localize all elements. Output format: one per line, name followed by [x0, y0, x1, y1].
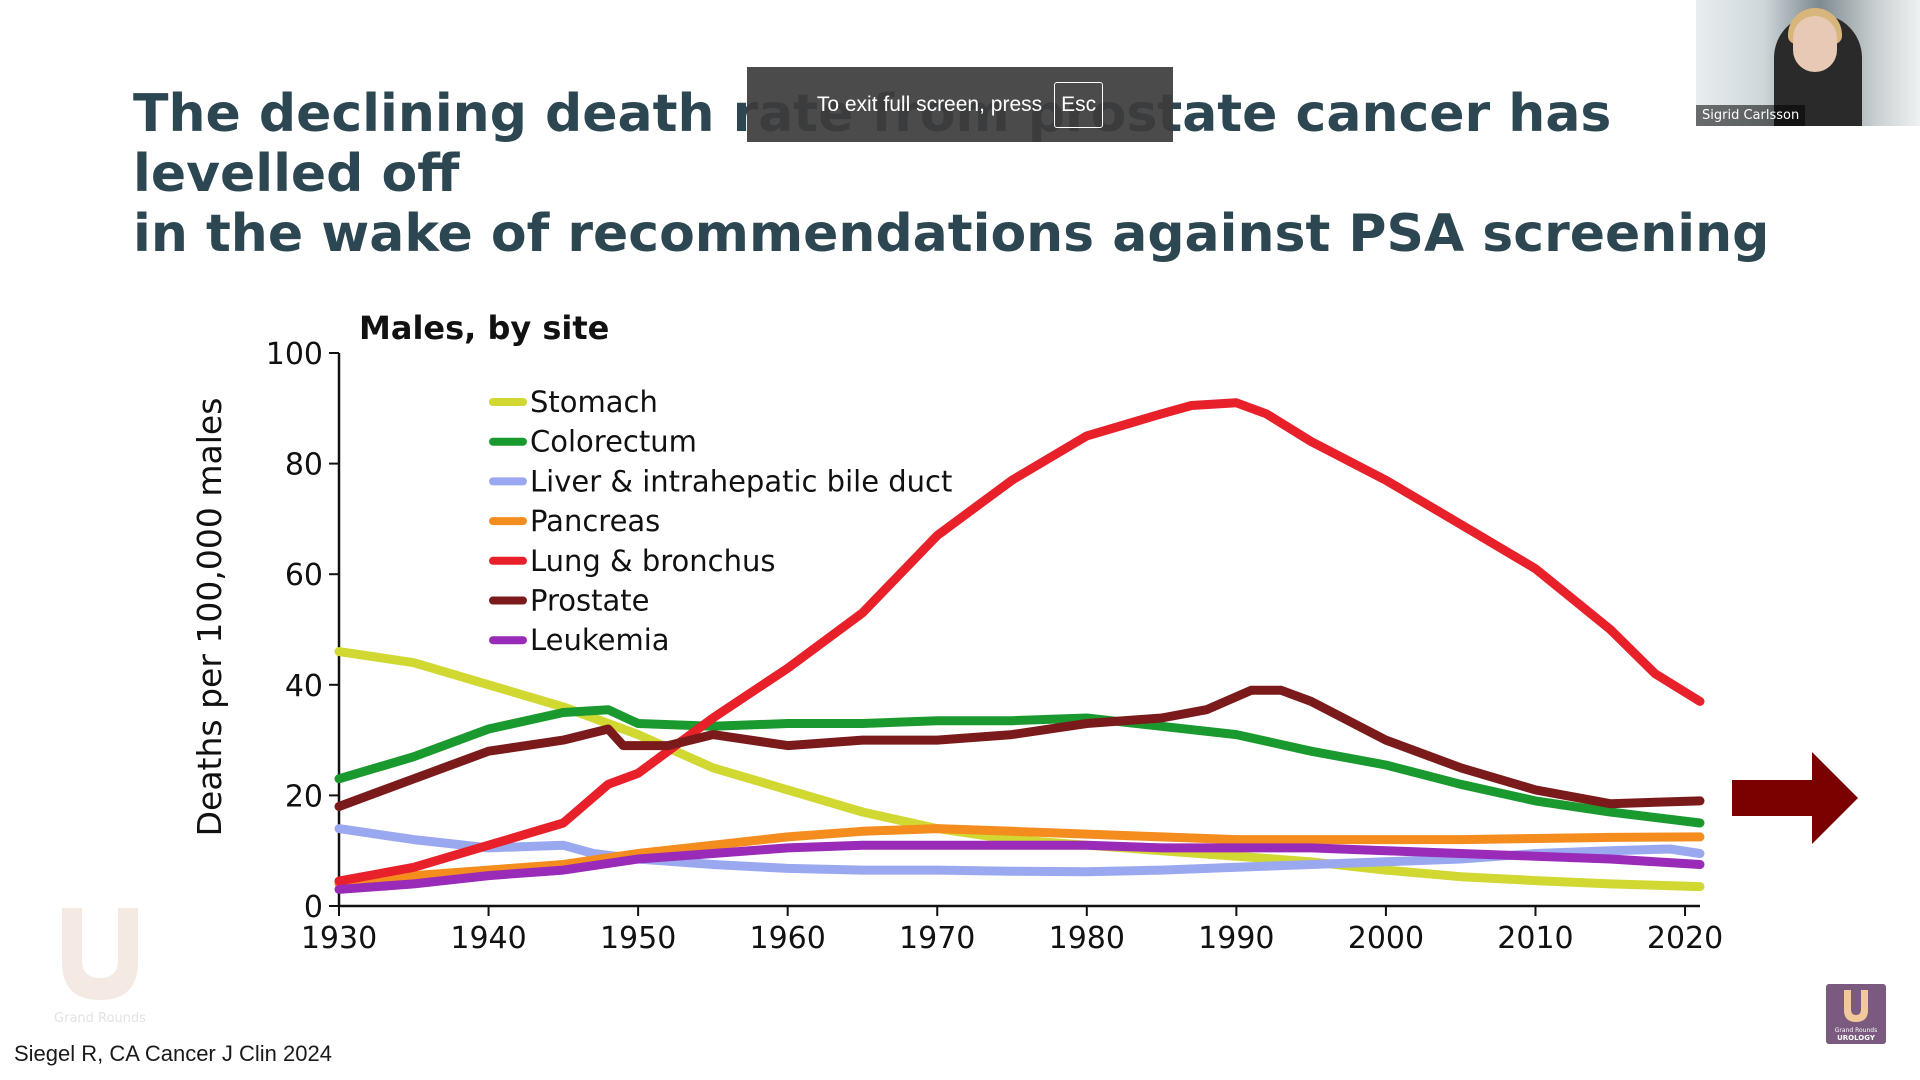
- citation: Siegel R, CA Cancer J Clin 2024: [14, 1041, 332, 1066]
- y-tick-label: 20: [285, 779, 323, 814]
- series-line-prostate: [334, 685, 1705, 811]
- x-tick-label: 2020: [1647, 921, 1723, 956]
- fullscreen-exit-toast: To exit full screen, press Esc: [747, 67, 1173, 142]
- x-tick-label: 1960: [750, 921, 826, 956]
- logo-text: Grand Rounds: [54, 1011, 146, 1026]
- legend-label: Pancreas: [530, 504, 660, 538]
- chart-title: Males, by site: [359, 309, 609, 347]
- x-tick-label: 2000: [1348, 921, 1424, 956]
- series-line-colorectum: [334, 705, 1705, 828]
- slide-title-line2: in the wake of recommendations against P…: [133, 204, 1770, 264]
- chart-y-axis-label: Deaths per 100,000 males: [190, 398, 229, 837]
- chart-lines: [334, 398, 1705, 894]
- x-tick-label: 1930: [301, 921, 377, 956]
- logo-badge-line1: Grand Rounds: [1835, 1027, 1877, 1034]
- logo-icon: Grand Rounds UROLOGY: [1835, 990, 1877, 1042]
- series-line-pancreas: [334, 824, 1705, 889]
- grand-rounds-logo-badge: Grand Rounds UROLOGY: [1826, 984, 1886, 1044]
- x-tick-label: 1940: [450, 921, 526, 956]
- legend-label: Stomach: [530, 385, 658, 419]
- x-tick-label: 1950: [600, 921, 676, 956]
- participant-video-tile[interactable]: Sigrid Carlsson: [1696, 0, 1920, 126]
- toast-text: To exit full screen, press: [816, 92, 1043, 116]
- y-tick-label: 100: [266, 337, 323, 372]
- x-tick-label: 1990: [1198, 921, 1274, 956]
- y-tick-label: 0: [304, 890, 323, 925]
- esc-key-badge: Esc: [1054, 81, 1104, 128]
- legend-label: Prostate: [530, 584, 649, 618]
- y-tick-label: 60: [285, 558, 323, 593]
- y-tick-label: 80: [285, 448, 323, 483]
- x-tick-label: 1980: [1049, 921, 1125, 956]
- series-line-lung-bronchus: [334, 398, 1705, 886]
- chart-legend: Stomach Colorectum Liver & intrahepatic bi…: [489, 385, 952, 657]
- y-tick-label: 40: [285, 669, 323, 704]
- participant-face: [1793, 16, 1837, 72]
- logo-icon: Grand Rounds: [54, 908, 146, 1026]
- legend-label: Liver & intrahepatic bile duct: [530, 464, 952, 498]
- x-tick-label: 1970: [899, 921, 975, 956]
- arrow-right-icon: [1732, 752, 1858, 844]
- series-line-leukemia: [334, 840, 1705, 894]
- participant-name: Sigrid Carlsson: [1696, 105, 1806, 126]
- logo-badge-line2: UROLOGY: [1837, 1034, 1876, 1042]
- legend-label: Lung & bronchus: [530, 544, 776, 578]
- series-line-stomach: [334, 647, 1705, 892]
- x-tick-label: 2010: [1497, 921, 1573, 956]
- legend-label: Colorectum: [530, 425, 697, 459]
- chart-axes: 0 20 40 60 80 100 1930 1940 1950 1960 1970 1980 1990…: [266, 337, 1723, 956]
- legend-label: Leukemia: [530, 623, 670, 657]
